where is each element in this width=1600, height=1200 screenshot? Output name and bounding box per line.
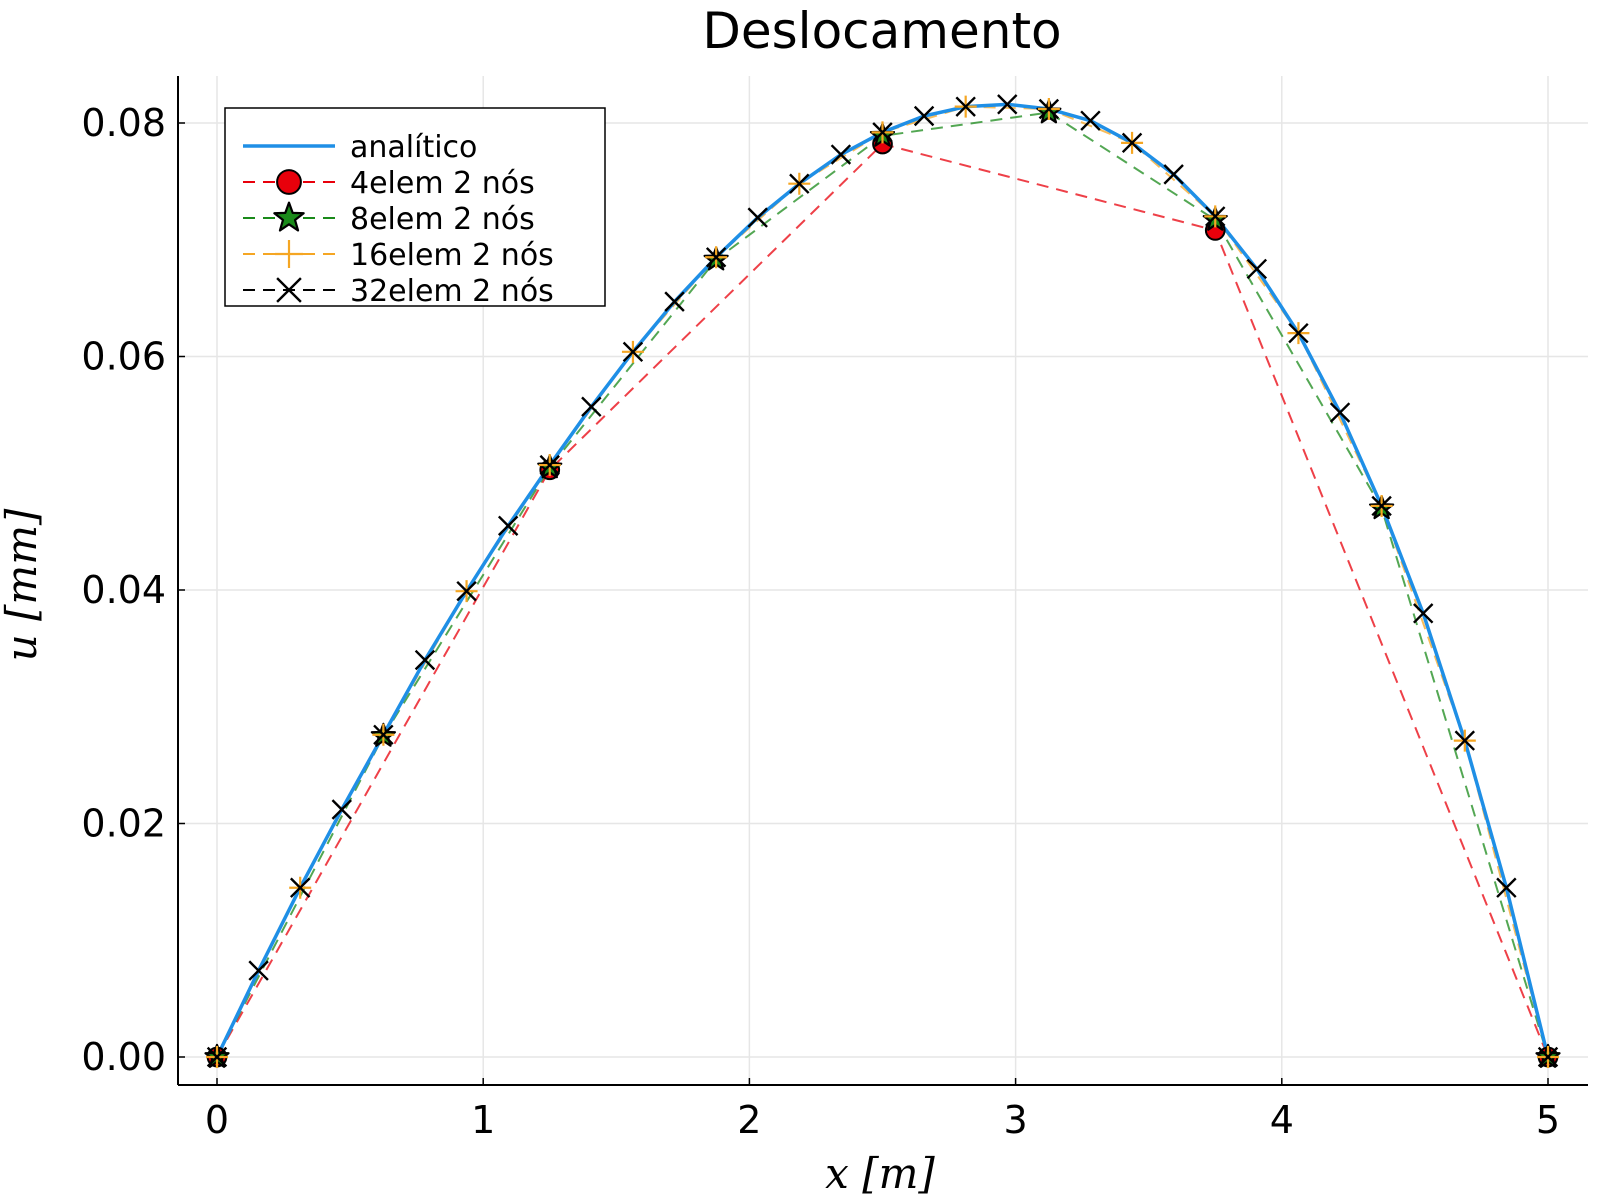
legend-swatch-marker: [276, 277, 302, 303]
chart-title: Deslocamento: [702, 2, 1061, 60]
data-point: [1080, 110, 1101, 131]
data-point: [206, 1046, 228, 1068]
legend-label: 32elem 2 nós: [350, 274, 554, 309]
x-tick-label: 1: [471, 1098, 495, 1142]
y-tick-label: 0.04: [81, 568, 166, 612]
x-tick-label: 2: [737, 1098, 761, 1142]
data-point: [497, 515, 519, 536]
legend-swatch-marker: [275, 240, 303, 268]
data-point: [539, 454, 560, 476]
data-point: [830, 144, 852, 165]
data-point: [456, 580, 477, 602]
data-point: [1038, 98, 1060, 120]
data-point: [1371, 495, 1392, 517]
data-point: [872, 122, 893, 143]
data-point: [1163, 164, 1184, 185]
legend-swatch-marker: [276, 169, 302, 195]
legend-label: analítico: [350, 130, 477, 165]
data-point: [1454, 730, 1476, 751]
data-point: [1537, 1046, 1559, 1068]
x-tick-label: 0: [205, 1098, 229, 1142]
axes: [177, 76, 1588, 1086]
data-point: [705, 247, 727, 268]
x-tick-label: 3: [1004, 1098, 1028, 1142]
data-point: [331, 799, 352, 820]
legend-label: 16elem 2 nós: [350, 238, 554, 273]
legend-label: 8elem 2 nós: [350, 202, 535, 237]
data-point: [1205, 206, 1226, 227]
legend-swatch-marker: [273, 201, 305, 232]
data-point: [1496, 877, 1517, 898]
data-point: [789, 173, 810, 194]
y-axis-label: u [mm]: [0, 508, 46, 661]
data-point: [289, 877, 311, 898]
x-tick-label: 4: [1270, 1098, 1294, 1142]
data-point: [997, 94, 1018, 115]
y-tick-label: 0.02: [81, 802, 166, 846]
data-point: [248, 960, 269, 981]
data-point: [1413, 603, 1434, 624]
data-point: [1329, 402, 1351, 423]
series-markers-32elem-2-nos: [206, 94, 1559, 1068]
data-point: [747, 207, 768, 228]
y-tick-label: 0.06: [81, 335, 166, 379]
data-point: [622, 341, 644, 363]
series-layer: [204, 94, 1561, 1068]
data-point: [955, 96, 976, 117]
data-point: [1121, 132, 1143, 154]
data-point: [414, 649, 436, 671]
tick-labels: 0 1 2 3 4 5 0.00 0.02 0.04 0.06 0.08: [81, 101, 1560, 1142]
x-axis-label: x [m]: [825, 1149, 935, 1198]
legend-label: 4elem 2 nós: [350, 166, 535, 201]
data-point: [581, 396, 602, 417]
data-point: [1246, 258, 1268, 280]
data-point: [913, 105, 935, 127]
data-point: [664, 291, 685, 312]
data-point: [1288, 322, 1309, 344]
x-tick-label: 5: [1536, 1098, 1560, 1142]
y-tick-label: 0.00: [81, 1035, 166, 1079]
data-point: [373, 724, 394, 745]
y-tick-label: 0.08: [81, 101, 166, 145]
